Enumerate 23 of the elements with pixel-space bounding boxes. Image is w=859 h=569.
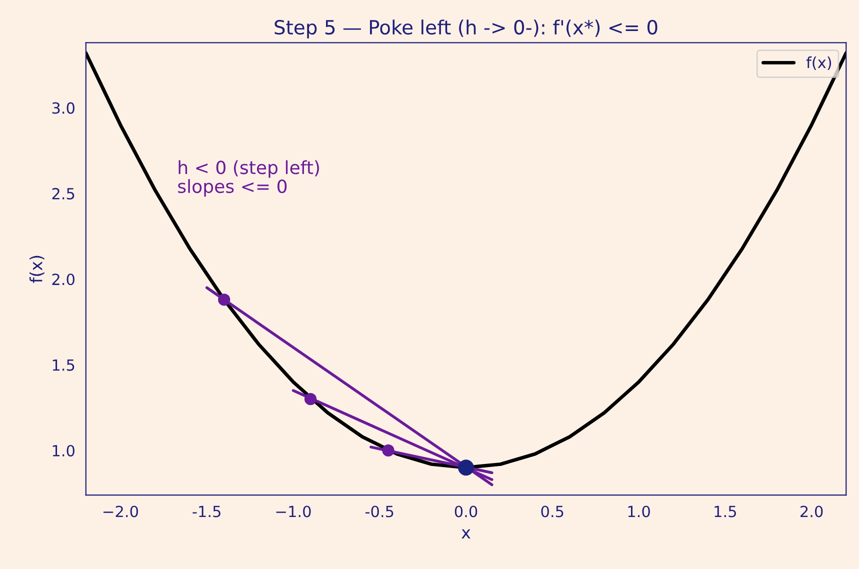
x-tick-label: −1.0 [276,506,311,518]
x-tick-label: −2.0 [104,506,138,518]
y-tick-label: 1.5 [52,359,74,371]
y-tick-label: 3.0 [52,102,74,114]
x-tick-label: 1.0 [628,506,650,518]
x-tick-label: 1.5 [714,506,736,518]
y-axis-title: f(x) [30,256,44,283]
x-axis-title: x [462,529,470,538]
legend-label: f(x) [806,56,832,70]
point [458,460,474,476]
point [304,393,317,406]
y-tick-label: 1.0 [52,444,74,456]
y-tick-label: 2.0 [52,274,74,286]
x-tick-label: 0.0 [454,506,478,518]
x-tick-label: -0.5 [365,506,394,518]
annotation: h < 0 (step left) slopes <= 0 [178,160,319,197]
y-tick-label: 2.5 [52,188,74,200]
x-tick-label: 0.5 [541,506,564,518]
x-tick-label: -1.5 [192,506,220,518]
x-tick-label: 2.0 [800,506,823,518]
point [382,444,394,457]
point [218,294,230,306]
chart-title: Step 5 — Poke left (h -> 0-): f'(x*) <= 0 [274,20,658,38]
